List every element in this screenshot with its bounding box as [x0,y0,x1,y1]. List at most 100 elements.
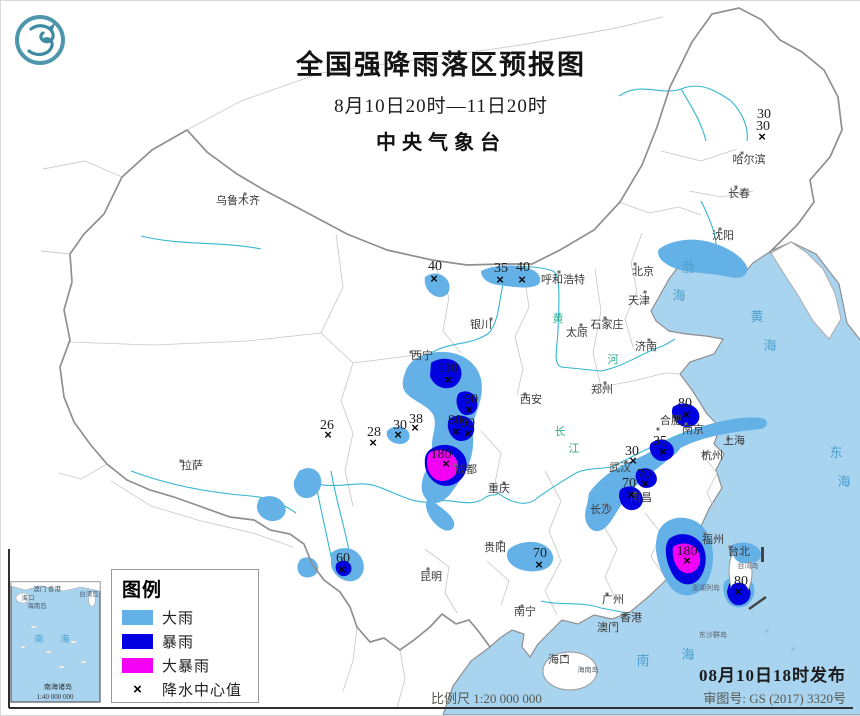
rain-center-value: 80 [678,396,692,411]
city-label: 杭州 [701,448,723,462]
city-label: 成都 [455,463,477,476]
river-name-label: 长 [555,425,566,438]
city-dot [520,604,524,608]
city-label: 广州 [602,593,624,606]
rain-center-value: 40 [428,259,442,274]
rain-center-x-mark: × [411,420,419,435]
city-dot [605,592,609,596]
city-label: 澳门 [597,620,619,634]
city-label: 长沙 [590,503,612,516]
city-label: 北京 [632,264,654,278]
sea-name-label: 海 [672,288,687,303]
city-label: 哈尔滨 [733,152,766,166]
city-dot [622,614,626,618]
rain-center-value: 35 [653,434,667,449]
issue-time: 08月10日18时发布 [699,666,846,685]
legend-item: 大雨 [122,608,248,627]
rain-center-x-mark: × [734,584,742,599]
rain-center-x-mark: × [535,557,543,572]
map-neatline [8,549,853,709]
city-label: 南昌 [630,491,652,504]
sea-name-label: 海 [681,647,696,662]
rain-center-value: 90 [464,392,478,407]
map-approval-number: 审图号: GS (2017) 3320号 [703,691,846,706]
hainan-island [542,651,598,691]
city-label: 昆明 [420,570,442,583]
city-dot [703,532,707,536]
city-dot [684,422,688,426]
rain-center-value: 70 [533,546,547,561]
legend-swatch [122,633,153,649]
city-label: 台北 [728,544,750,558]
rain-center-x-mark: × [338,562,346,577]
inset-place-label: 澳门 香港 [33,584,61,593]
city-label: 长春 [728,187,750,200]
legend-item: 大暴雨 [122,656,248,675]
legend-item-label: 大雨 [162,610,195,627]
rain-center-x-mark: × [496,272,504,287]
city-dot [453,463,457,467]
rain-center-value: 30 [393,418,407,433]
city-label: 郑州 [591,382,613,396]
city-dot [502,481,506,485]
rain-center-value: 70 [637,467,651,482]
city-label: 福州 [702,532,724,546]
rain-center-x-mark: × [394,427,402,442]
city-dot [647,338,651,342]
city-dot [604,503,608,507]
rain-center-value: 60 [336,551,350,566]
city-dot [704,451,708,455]
rain-center-x-mark: × [442,456,450,471]
island-marks [748,547,795,651]
rain-center-value: 40 [516,260,530,275]
city-label: 西安 [520,392,542,406]
city-dot [523,392,527,396]
city-label: 天津 [628,294,650,307]
legend-title: 图例 [122,580,163,601]
rain-center-value: 110 [438,361,458,376]
rain-area-severe-rainstorm [426,450,701,574]
legend-item: 暴雨 [122,632,248,651]
city-label: 重庆 [488,481,510,495]
rain-center-x-mark: × [659,444,667,459]
sea-name-label: 东 [829,445,844,460]
sea-name-label: 海 [763,338,778,353]
rain-center-value: 70 [622,476,636,491]
legend: 图例 大雨 暴雨 大暴雨 × 降水中心值 [111,569,259,703]
rain-center-value: 35 [494,261,508,276]
city-dot [624,460,628,464]
rain-center-symbol: × [133,680,142,698]
sea-name-label: 黄 [750,309,765,324]
city-dot [726,437,730,441]
rain-center-x-mark: × [444,372,452,387]
city-dot [643,290,647,294]
rain-center-value: 180 [677,544,698,559]
rain-center-x-mark: × [629,453,637,468]
city-dot [563,654,567,658]
rain-center-value: 26 [320,418,334,433]
rain-center-value: 30 [757,107,771,122]
rain-center-value: 30 [756,119,770,134]
legend-item-label: 大暴雨 [162,658,211,675]
city-label: 拉萨 [181,458,203,472]
rain-center-value: 30 [625,444,639,459]
city-label: 沈阳 [712,228,734,242]
rain-center-x-mark: × [627,487,635,502]
city-dot [633,491,637,495]
city-dot [179,459,183,463]
rain-center-x-mark: × [641,476,649,491]
rain-center-value: 28 [367,425,381,440]
island-name-label: 东沙群岛 [699,630,727,639]
taiwan-rain-south [730,582,750,605]
rain-center-value: 38 [409,412,423,427]
city-dot [603,381,607,385]
taiwan-rain-north [732,546,753,564]
national-border [59,7,843,652]
city-label: 上海 [723,433,745,447]
rain-center-x-mark: × [682,407,690,422]
city-dot [243,192,247,196]
city-dot [740,151,744,155]
inset-scale-label: 1:40 000 000 [37,693,74,701]
